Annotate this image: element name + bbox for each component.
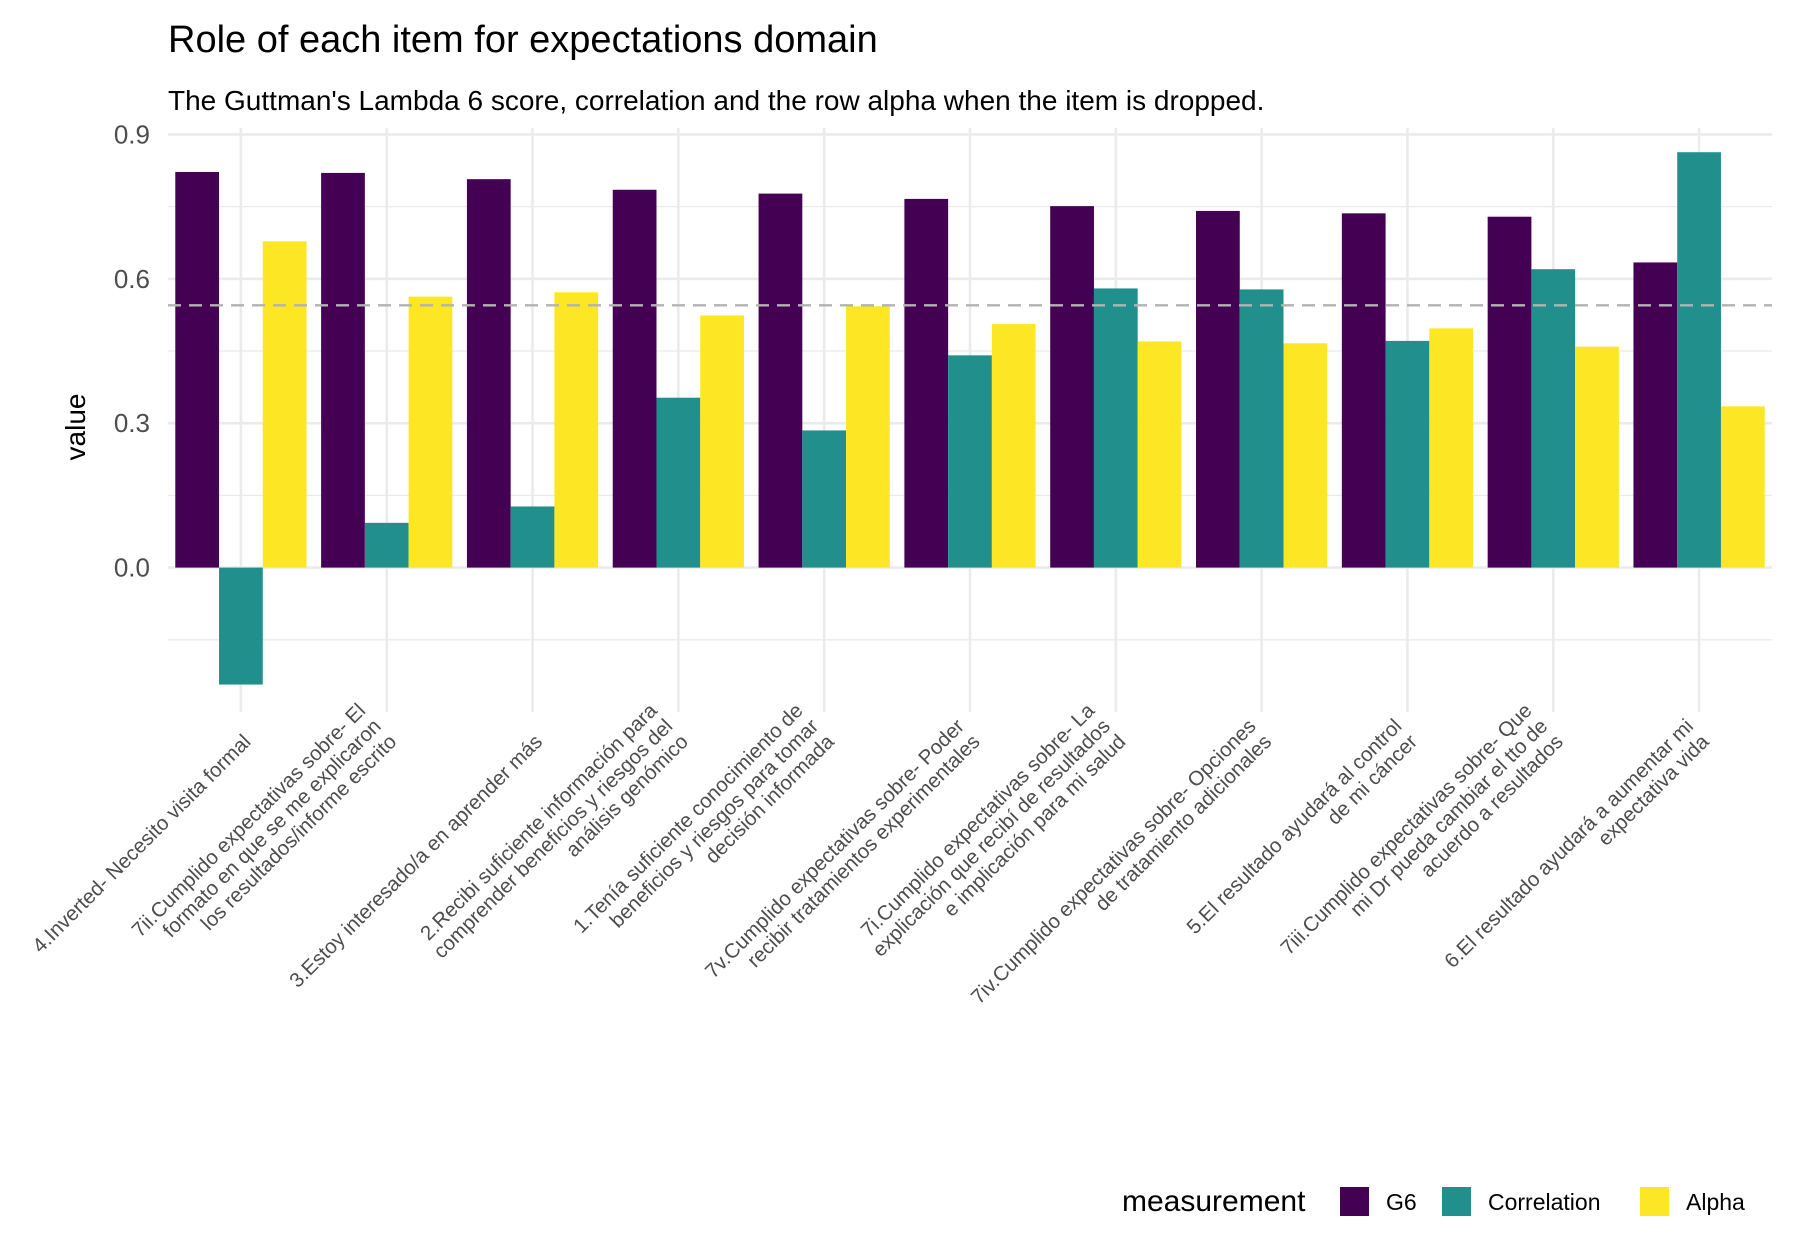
bar-alpha-2 [554,292,599,568]
y-tick-labels: 0.0 0.3 0.6 0.9 [114,119,150,582]
bar-g6-7 [1196,210,1240,568]
bar-g6-2 [466,179,511,568]
chart-subtitle: The Guttman's Lambda 6 score, correlatio… [168,85,1264,116]
bar-g6-8 [1341,213,1386,568]
y-tick-label: 0.3 [114,408,150,438]
y-tick-label: 0.0 [114,553,150,583]
x-tick-labels: 4.Inverted- Necesito visita formal7ii.Cu… [28,699,1714,1025]
bar-g6-1 [321,172,365,568]
bar-alpha-10 [1720,406,1765,568]
legend-key-g6 [1340,1187,1369,1216]
bar-g6-10 [1633,262,1678,568]
y-axis-label: value [60,394,91,461]
x-tick-text: 7iii.Cumplido expectativas sobre- Quemi … [1276,699,1568,991]
bar-g6-5 [904,198,949,568]
bar-alpha-0 [262,241,307,568]
chart-title: Role of each item for expectations domai… [168,19,878,61]
bar-correlation-6 [1093,288,1138,568]
bar-correlation-8 [1385,340,1430,568]
bar-g6-0 [175,171,220,568]
bar-correlation-1 [364,522,409,568]
bar-correlation-5 [948,355,992,568]
legend-key-alpha [1640,1187,1669,1216]
x-tick-line: explicación que recibí de resultados [868,715,1115,962]
bar-correlation-10 [1677,152,1721,568]
x-tick-label: 7iv.Cumplido expectativas sobre- Opcione… [967,715,1277,1025]
bar-correlation-4 [802,430,847,568]
bar-correlation-0 [219,567,263,685]
bar-g6-3 [612,189,657,568]
bar-alpha-7 [1283,343,1328,568]
legend-items: G6 Correlation Alpha [1340,1187,1745,1216]
bar-g6-6 [1050,206,1094,568]
bar-layer [175,152,1765,685]
bar-correlation-3 [656,397,701,568]
bar-correlation-7 [1239,289,1284,568]
bar-g6-9 [1487,216,1532,568]
y-tick-label: 0.6 [114,264,150,294]
bar-alpha-3 [700,315,744,568]
x-tick-line: comprender beneficios y riesgos del [429,715,677,963]
legend-label-alpha: Alpha [1686,1189,1745,1215]
legend-key-correlation [1442,1187,1471,1216]
bar-alpha-5 [991,324,1036,568]
bar-correlation-2 [510,506,555,568]
bar-alpha-6 [1137,341,1182,568]
x-tick-line: formato en que se me explicaron [158,715,385,942]
legend: measurement G6 Correlation Alpha [1122,1185,1745,1218]
x-tick-text: 7iv.Cumplido expectativas sobre- Opcione… [967,715,1277,1025]
legend-title: measurement [1122,1185,1306,1218]
x-tick-text: 7i.Cumplido expectativas sobre- Laexplic… [852,699,1130,977]
bar-alpha-8 [1429,328,1474,568]
legend-label-correlation: Correlation [1488,1189,1601,1215]
bar-alpha-1 [408,296,453,568]
bar-alpha-4 [846,306,890,568]
bar-correlation-9 [1531,269,1576,568]
legend-label-g6: G6 [1386,1189,1417,1215]
x-tick-label: 7i.Cumplido expectativas sobre- Laexplic… [852,699,1131,977]
bar-g6-4 [758,193,803,568]
y-tick-label: 0.9 [114,119,150,149]
bar-alpha-9 [1575,346,1619,568]
x-tick-label: 7iii.Cumplido expectativas sobre- Quemi … [1276,699,1568,991]
